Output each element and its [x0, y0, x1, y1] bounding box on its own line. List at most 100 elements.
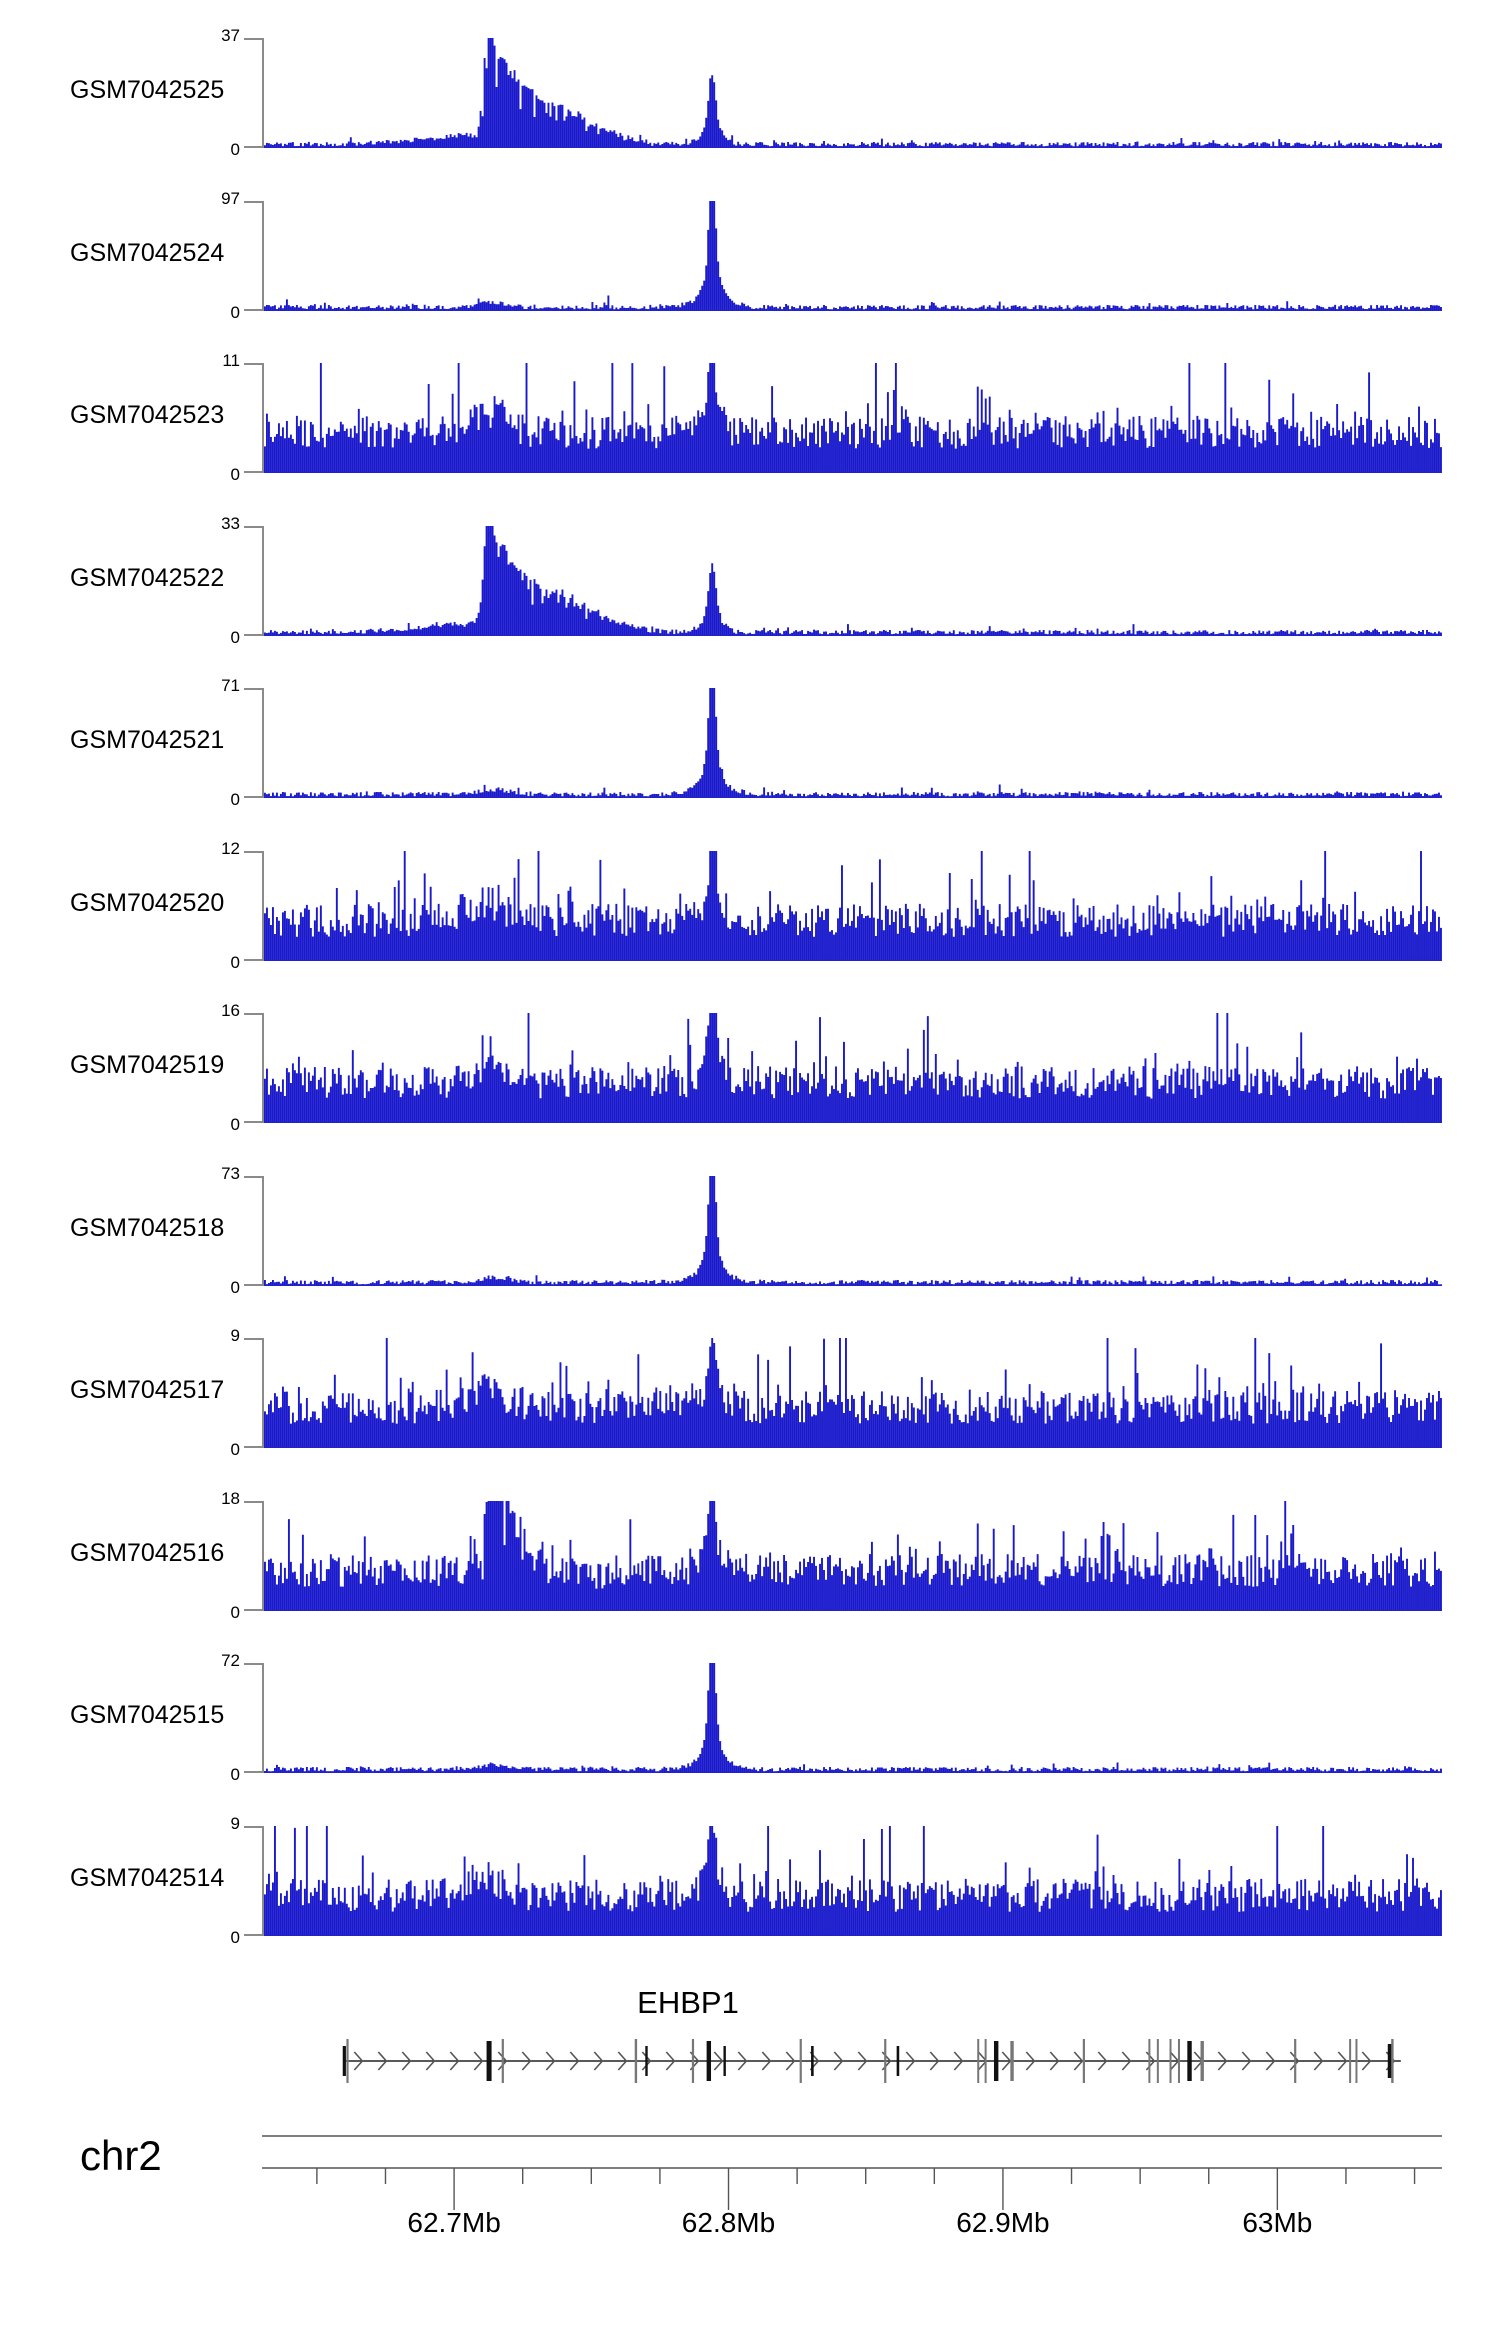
signal-baseline [264, 308, 1442, 311]
axis-bottom-tick [244, 146, 262, 148]
signal-histogram [264, 200, 1442, 311]
track-label: GSM7042524 [70, 238, 225, 267]
axis-min-label: 0 [230, 627, 240, 647]
axis-min-label: 0 [230, 1277, 240, 1297]
chromosome-axis-panel: chr2 62.7Mb 62.8Mb 62.9Mb 63Mb [0, 2120, 1500, 2320]
track-row: GSM7042524 97 0 [0, 190, 1500, 364]
signal-baseline [264, 146, 1442, 148]
signal-histogram [264, 850, 1442, 961]
axis-line [262, 38, 264, 148]
axis-top-tick [244, 525, 262, 528]
axis-max-label: 97 [221, 188, 240, 208]
track-row: GSM7042517 9 0 [0, 1327, 1500, 1501]
axis-line [262, 1825, 264, 1936]
track-row: GSM7042519 16 0 [0, 1002, 1500, 1176]
track-label: GSM7042523 [70, 401, 225, 429]
signal-baseline [264, 633, 1442, 636]
track-label: GSM7042520 [70, 888, 225, 917]
axis-line [262, 1338, 264, 1448]
axis-top-tick [244, 850, 262, 853]
axis-bottom-tick [244, 1121, 262, 1123]
track-label: GSM7042525 [70, 76, 225, 104]
signal-histogram [264, 1663, 1442, 1773]
axis-bottom-tick [244, 633, 262, 636]
svg-text:62.7Mb: 62.7Mb [407, 2207, 500, 2238]
axis-line [262, 525, 264, 636]
axis-top-tick [244, 200, 262, 203]
track-row: GSM7042516 18 0 [0, 1490, 1500, 1664]
track-plot: 33 0 [221, 515, 1442, 646]
axis-line [262, 1175, 264, 1286]
track-label: GSM7042518 [70, 1213, 225, 1242]
signal-histogram [264, 1013, 1442, 1123]
axis-max-label: 12 [221, 838, 240, 858]
axis-min-label: 0 [230, 1440, 240, 1459]
axis-min-label: 0 [230, 1927, 240, 1947]
axis-top-tick [244, 1338, 262, 1340]
axis-max-label: 72 [221, 1651, 240, 1670]
svg-text:62.8Mb: 62.8Mb [682, 2207, 775, 2238]
axis-bottom-tick [244, 796, 262, 798]
gene-annotation-track: EHBP1 [0, 1985, 1500, 2105]
signal-baseline [264, 796, 1442, 798]
signal-histogram [264, 1825, 1442, 1936]
axis-max-label: 71 [221, 676, 240, 695]
track-label: GSM7042521 [70, 726, 225, 754]
axis-bottom-tick [244, 471, 262, 473]
signal-baseline [264, 1608, 1442, 1611]
axis-min-label: 0 [230, 790, 240, 809]
track-label: GSM7042519 [70, 1051, 225, 1079]
svg-text:62.9Mb: 62.9Mb [956, 2207, 1049, 2238]
axis-line [262, 1663, 264, 1773]
chromosome-label: chr2 [80, 2132, 162, 2179]
axis-bottom-tick [244, 1933, 262, 1936]
axis-min-label: 0 [230, 140, 240, 159]
axis-top-tick [244, 363, 262, 365]
track-plot: 18 0 [221, 1490, 1442, 1621]
signal-histogram [264, 1175, 1442, 1286]
axis-max-label: 9 [230, 1813, 240, 1833]
track-row: GSM7042522 33 0 [0, 515, 1500, 689]
track-row: GSM7042515 72 0 [0, 1652, 1500, 1826]
axis-bottom-tick [244, 958, 262, 961]
signal-histogram [264, 38, 1442, 148]
signal-histogram [264, 688, 1442, 798]
axis-bottom-tick [244, 1608, 262, 1611]
axis-min-label: 0 [230, 302, 240, 322]
axis-min-label: 0 [230, 1765, 240, 1784]
track-row: GSM7042521 71 0 [0, 677, 1500, 851]
signal-baseline [264, 1933, 1442, 1936]
axis-line [262, 1013, 264, 1123]
axis-top-tick [244, 1500, 262, 1503]
track-label: GSM7042517 [70, 1376, 225, 1404]
axis-max-label: 9 [230, 1326, 240, 1345]
axis-line [262, 200, 264, 311]
track-row: GSM7042520 12 0 [0, 840, 1500, 1014]
track-plot: 12 0 [221, 840, 1442, 971]
signal-histogram [264, 1338, 1442, 1448]
axis-bottom-tick [244, 308, 262, 311]
gene-name-label: EHBP1 [0, 1985, 1500, 2021]
axis-line [262, 363, 264, 473]
track-plot: 71 0 [221, 677, 1442, 808]
signal-histogram [264, 1500, 1442, 1611]
axis-line [262, 850, 264, 961]
axis-max-label: 16 [221, 1001, 240, 1020]
gene-name-text: EHBP1 [637, 1985, 739, 2020]
axis-top-tick [244, 688, 262, 690]
chromosome-ruler: 62.7Mb 62.8Mb 62.9Mb 63Mb [262, 2135, 1442, 2238]
signal-baseline [264, 1771, 1442, 1773]
signal-baseline [264, 1283, 1442, 1286]
axis-top-tick [244, 38, 262, 40]
axis-max-label: 18 [221, 1488, 240, 1508]
axis-min-label: 0 [230, 952, 240, 972]
axis-min-label: 0 [230, 465, 240, 484]
gene-model-svg [342, 2039, 1401, 2083]
track-row: GSM7042525 37 0 [0, 27, 1500, 201]
axis-bottom-tick [244, 1771, 262, 1773]
axis-max-label: 33 [221, 513, 240, 533]
axis-max-label: 73 [221, 1163, 240, 1183]
